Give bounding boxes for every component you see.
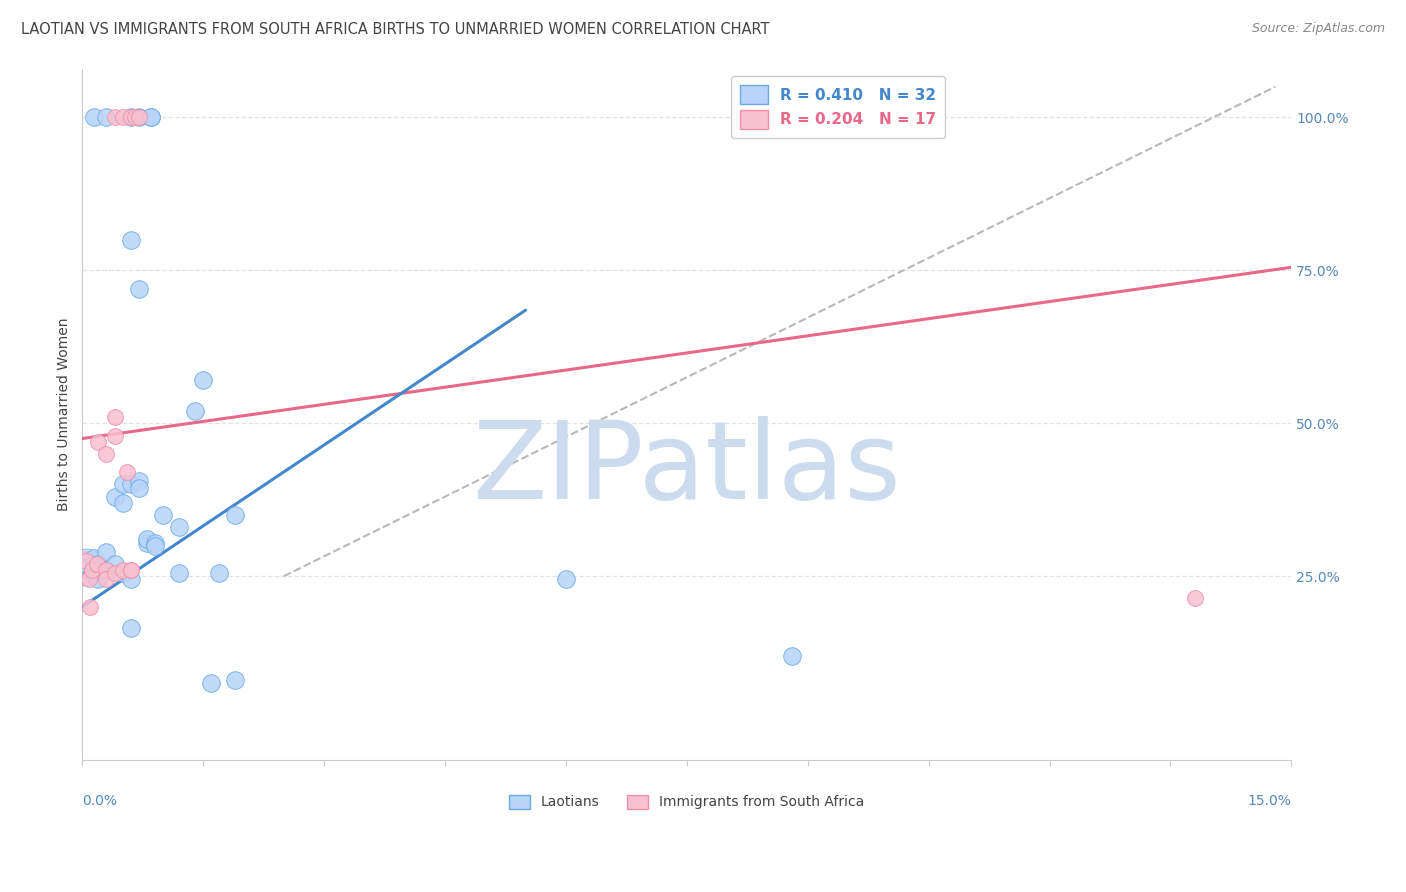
Point <box>135 533 157 547</box>
Point <box>86 557 108 571</box>
Point <box>208 566 231 581</box>
Point <box>554 572 576 586</box>
Point <box>96 563 118 577</box>
Point <box>128 111 150 125</box>
Point <box>193 374 215 388</box>
Point <box>224 508 246 522</box>
Point <box>120 563 142 577</box>
Point <box>167 520 190 534</box>
Point <box>103 111 125 125</box>
Point <box>80 563 103 577</box>
Point <box>111 566 134 581</box>
Point <box>780 648 803 663</box>
Point <box>103 490 125 504</box>
Point <box>111 111 134 125</box>
Point <box>80 566 103 581</box>
Point <box>128 111 150 125</box>
Point <box>73 560 96 574</box>
Point <box>128 282 150 296</box>
Point <box>103 410 125 425</box>
Point <box>120 111 142 125</box>
Point <box>143 539 166 553</box>
Point <box>87 572 110 586</box>
Point <box>152 508 174 522</box>
Point <box>120 572 142 586</box>
Point <box>83 550 105 565</box>
Point <box>96 111 118 125</box>
Point <box>167 566 190 581</box>
Text: 0.0%: 0.0% <box>83 794 117 808</box>
Point <box>135 535 157 549</box>
Point <box>184 404 207 418</box>
Point <box>77 572 100 586</box>
Point <box>103 428 125 442</box>
Point <box>120 477 142 491</box>
Point <box>87 434 110 449</box>
Point <box>1184 591 1206 605</box>
Point <box>120 563 142 577</box>
Point <box>143 535 166 549</box>
Point <box>128 475 150 489</box>
Point <box>139 111 162 125</box>
Point <box>128 481 150 495</box>
Point <box>96 447 118 461</box>
Point <box>139 111 162 125</box>
Text: Source: ZipAtlas.com: Source: ZipAtlas.com <box>1251 22 1385 36</box>
Point <box>87 557 110 571</box>
Point <box>111 563 134 577</box>
Point <box>83 111 105 125</box>
Text: LAOTIAN VS IMMIGRANTS FROM SOUTH AFRICA BIRTHS TO UNMARRIED WOMEN CORRELATION CH: LAOTIAN VS IMMIGRANTS FROM SOUTH AFRICA … <box>21 22 769 37</box>
Point <box>103 557 125 571</box>
Legend: Laotians, Immigrants from South Africa: Laotians, Immigrants from South Africa <box>503 789 870 815</box>
Text: 15.0%: 15.0% <box>1247 794 1291 808</box>
Point <box>103 566 125 581</box>
Point <box>96 545 118 559</box>
Point <box>96 572 118 586</box>
Point <box>96 563 118 577</box>
Y-axis label: Births to Unmarried Women: Births to Unmarried Women <box>58 318 72 511</box>
Point <box>111 496 134 510</box>
Point <box>120 111 142 125</box>
Point <box>224 673 246 688</box>
Point <box>111 477 134 491</box>
Point <box>77 560 100 574</box>
Point <box>124 111 146 125</box>
Point <box>75 554 97 568</box>
Point <box>200 676 222 690</box>
Point <box>115 465 138 479</box>
Point <box>75 560 97 574</box>
Point <box>120 233 142 247</box>
Point <box>79 599 101 614</box>
Point <box>120 621 142 635</box>
Text: ZIPatlas: ZIPatlas <box>472 417 901 523</box>
